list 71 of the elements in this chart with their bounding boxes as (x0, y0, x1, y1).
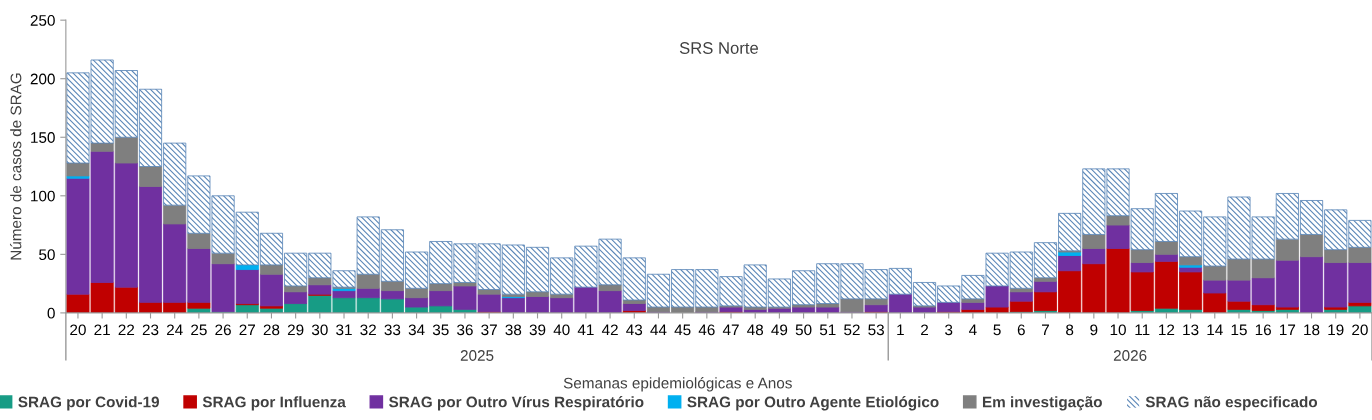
text: SRS Norte (679, 42, 759, 54)
x-tick-label: 22 (118, 324, 135, 336)
y-tick-label: 200 (30, 73, 55, 85)
x-tick-label: 12 (1159, 324, 1175, 336)
y-tick-label: 50 (39, 249, 55, 261)
x-tick-label: 44 (650, 324, 667, 336)
x-tick-label: 3 (945, 324, 953, 336)
y-tick-label: 250 (30, 15, 55, 26)
x-tick-label: 49 (771, 324, 788, 336)
x-tick-label: 13 (1183, 324, 1199, 336)
x-tick-label: 37 (481, 324, 497, 336)
x-tick-label: 29 (287, 324, 304, 336)
x-tick-label: 8 (1066, 324, 1074, 336)
x-axis-title: Semanas epidemiológicas e Anos (563, 377, 792, 392)
text: 2026 (1113, 350, 1147, 361)
x-tick-label: 9 (1090, 324, 1098, 336)
x-tick-label: 30 (311, 324, 328, 336)
legend-label: SRAG por Covid-19 (18, 396, 160, 411)
x-tick-label: 5 (993, 324, 1001, 336)
x-tick-label: 42 (601, 324, 618, 336)
x-tick-label: 39 (529, 324, 546, 336)
x-tick-label: 53 (868, 324, 884, 336)
x-tick-label: 43 (626, 324, 643, 336)
x-tick-label: 14 (1207, 324, 1223, 336)
x-tick-label: 46 (698, 324, 715, 336)
x-tick-label: 28 (263, 324, 280, 336)
x-tick-label: 17 (1280, 324, 1296, 336)
x-tick-label: 31 (336, 324, 352, 336)
x-tick-label: 2 (921, 324, 929, 336)
x-tick-label: 35 (432, 324, 449, 336)
x-tick-label: 7 (1042, 324, 1049, 336)
x-tick-label: 20 (70, 324, 86, 336)
x-tick-label: 33 (384, 324, 401, 336)
legend-label: SRAG por Influenza (202, 396, 346, 411)
x-tick-label: 36 (457, 324, 473, 336)
x-tick-label: 26 (215, 324, 231, 336)
x-tick-label: 16 (1255, 324, 1271, 336)
x-tick-label: 50 (795, 324, 812, 336)
legend-label: SRAG não especificado (1145, 396, 1318, 411)
x-tick-label: 45 (674, 324, 691, 336)
x-tick-label: 20 (1352, 324, 1368, 336)
x-tick-label: 40 (553, 324, 570, 336)
x-tick-label: 52 (844, 324, 860, 336)
x-tick-label: 24 (166, 324, 183, 336)
x-tick-label: 18 (1304, 324, 1320, 336)
x-tick-label: 51 (819, 324, 836, 336)
y-tick-label: 150 (31, 132, 55, 143)
y-tick-label: 0 (47, 307, 55, 319)
x-tick-label: 47 (722, 324, 739, 336)
x-tick-label: 15 (1231, 324, 1247, 336)
x-tick-label: 41 (577, 324, 594, 336)
y-tick-label: 100 (31, 190, 55, 202)
x-tick-label: 23 (142, 324, 159, 336)
x-tick-label: 34 (408, 324, 425, 336)
text: 2025 (460, 350, 494, 361)
legend-label: SRAG por Outro Vírus Respiratório (389, 396, 644, 411)
x-tick-label: 10 (1110, 324, 1126, 336)
x-tick-label: 25 (191, 324, 207, 336)
x-tick-label: 19 (1328, 324, 1344, 336)
x-tick-label: 4 (969, 324, 977, 336)
legend-label: SRAG por Outro Agente Etiológico (687, 396, 939, 411)
x-tick-label: 6 (1017, 324, 1025, 336)
x-tick-label: 21 (94, 324, 110, 336)
x-tick-label: 11 (1135, 324, 1150, 336)
legend-label: Em investigação (982, 396, 1102, 411)
x-tick-label: 48 (747, 324, 764, 336)
x-tick-label: 38 (505, 324, 522, 336)
x-tick-label: 27 (239, 324, 255, 336)
x-tick-label: 32 (360, 324, 376, 336)
x-tick-label: 1 (897, 324, 904, 336)
y-axis-title: Número de casos de SRAG (9, 73, 22, 260)
